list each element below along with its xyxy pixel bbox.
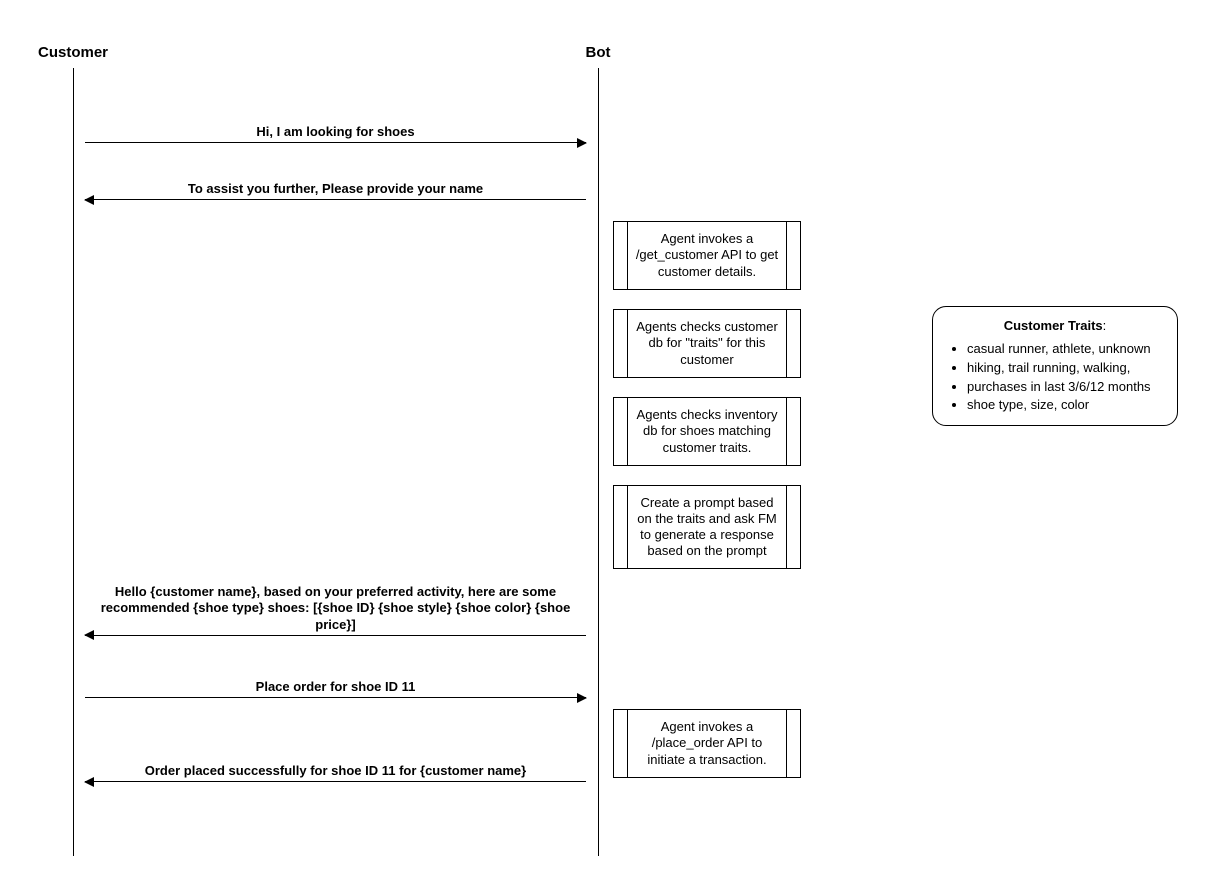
- note-list-item: casual runner, athlete, unknown: [967, 340, 1163, 359]
- arrow-left-icon: [84, 630, 94, 640]
- message-2: Hello {customer name}, based on your pre…: [85, 584, 586, 636]
- activation-spacer: [786, 710, 800, 777]
- activation-box-3: Create a prompt based on the traits and …: [613, 485, 801, 569]
- activation-label: Agents checks inventory db for shoes mat…: [628, 398, 786, 465]
- message-4: Order placed successfully for shoe ID 11…: [85, 763, 586, 782]
- activation-spacer: [786, 486, 800, 568]
- activation-spacer: [614, 486, 628, 568]
- message-label: Hi, I am looking for shoes: [85, 124, 586, 140]
- note-list: casual runner, athlete, unknownhiking, t…: [947, 340, 1163, 415]
- arrow-right-icon: [577, 693, 587, 703]
- arrow-line: [85, 142, 586, 143]
- activation-spacer: [614, 710, 628, 777]
- sequence-diagram: Customer Bot Hi, I am looking for shoes To …: [0, 0, 1213, 892]
- note-list-item: hiking, trail running, walking,: [967, 359, 1163, 378]
- arrow-right-icon: [577, 138, 587, 148]
- activation-box-4: Agent invokes a /place_order API to init…: [613, 709, 801, 778]
- note-list-item: shoe type, size, color: [967, 396, 1163, 415]
- activation-label: Agents checks customer db for "traits" f…: [628, 310, 786, 377]
- message-0: Hi, I am looking for shoes: [85, 124, 586, 143]
- participant-bot: Bot: [538, 44, 658, 61]
- activation-box-1: Agents checks customer db for "traits" f…: [613, 309, 801, 378]
- arrow-line: [85, 781, 586, 782]
- activation-spacer: [614, 398, 628, 465]
- activation-box-2: Agents checks inventory db for shoes mat…: [613, 397, 801, 466]
- activation-spacer: [614, 310, 628, 377]
- lifeline-customer: [73, 68, 74, 856]
- arrow-line: [85, 199, 586, 200]
- note-title: Customer Traits:: [947, 317, 1163, 336]
- note-customer-traits: Customer Traits: casual runner, athlete, …: [932, 306, 1178, 426]
- lifeline-bot: [598, 68, 599, 856]
- message-label: To assist you further, Please provide yo…: [85, 181, 586, 197]
- note-list-item: purchases in last 3/6/12 months: [967, 378, 1163, 397]
- arrow-left-icon: [84, 195, 94, 205]
- participant-customer: Customer: [13, 44, 133, 61]
- activation-spacer: [614, 222, 628, 289]
- arrow-line: [85, 635, 586, 636]
- activation-spacer: [786, 310, 800, 377]
- activation-spacer: [786, 398, 800, 465]
- message-1: To assist you further, Please provide yo…: [85, 181, 586, 200]
- activation-label: Agent invokes a /place_order API to init…: [628, 710, 786, 777]
- arrow-line: [85, 697, 586, 698]
- message-label: Place order for shoe ID 11: [85, 679, 586, 695]
- message-3: Place order for shoe ID 11: [85, 679, 586, 698]
- message-label: Hello {customer name}, based on your pre…: [85, 584, 586, 633]
- activation-label: Agent invokes a /get_customer API to get…: [628, 222, 786, 289]
- activation-label: Create a prompt based on the traits and …: [628, 486, 786, 568]
- activation-spacer: [786, 222, 800, 289]
- arrow-left-icon: [84, 777, 94, 787]
- activation-box-0: Agent invokes a /get_customer API to get…: [613, 221, 801, 290]
- message-label: Order placed successfully for shoe ID 11…: [85, 763, 586, 779]
